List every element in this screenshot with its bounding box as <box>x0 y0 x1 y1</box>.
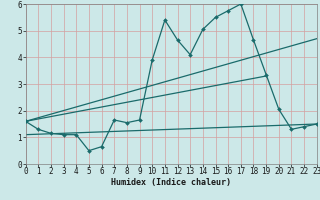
X-axis label: Humidex (Indice chaleur): Humidex (Indice chaleur) <box>111 178 231 187</box>
